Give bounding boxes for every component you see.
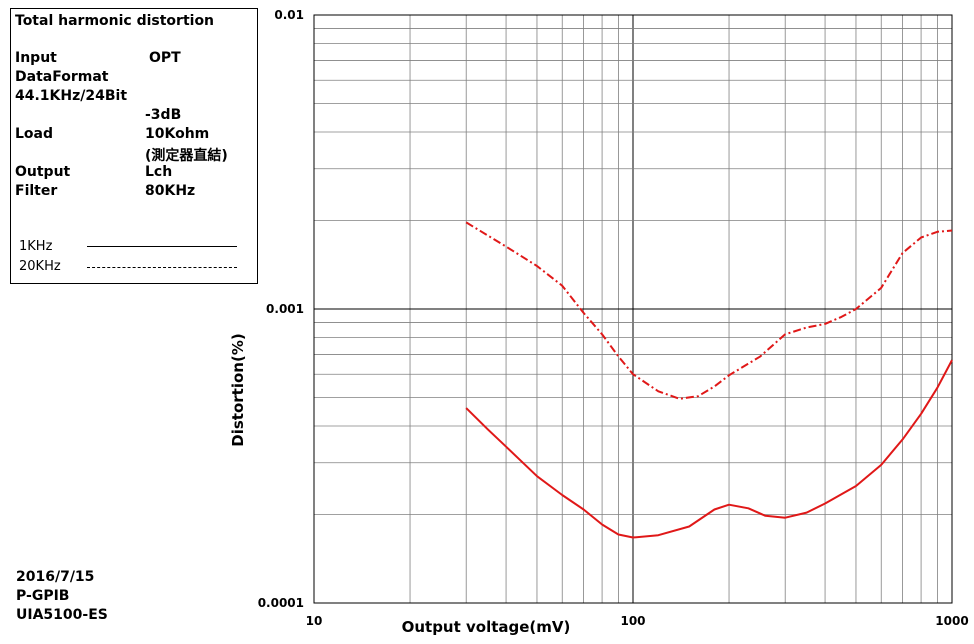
x-tick-label: 100 bbox=[620, 614, 645, 628]
x-tick-label: 10 bbox=[306, 614, 323, 628]
chart-series bbox=[465, 221, 953, 539]
y-tick-label: 0.001 bbox=[266, 302, 304, 316]
meta-instrument: UIA5100-ES bbox=[16, 607, 108, 623]
info-value-filter: 80KHz bbox=[145, 183, 196, 199]
y-axis-label: Distortion(%) bbox=[229, 333, 247, 446]
legend-label-1khz: 1KHz bbox=[19, 239, 53, 254]
info-panel: Total harmonic distortion Input OPT Data… bbox=[10, 8, 258, 284]
info-value-level: -3dB bbox=[145, 107, 182, 123]
info-label-output: Output bbox=[15, 164, 71, 180]
legend-line-20khz bbox=[87, 267, 237, 268]
plot-frame bbox=[313, 14, 953, 604]
info-value-load: 10Kohm bbox=[145, 126, 210, 142]
series-line-1khz bbox=[465, 359, 953, 539]
legend-line-1khz bbox=[87, 246, 237, 247]
info-label-samplerate: 44.1KHz/24Bit bbox=[15, 88, 128, 104]
y-tick-label: 0.0001 bbox=[258, 596, 304, 610]
series-line-20khz bbox=[465, 221, 953, 400]
info-value-output: Lch bbox=[145, 164, 173, 180]
tick-labels: 10 100 1000 0.0001 0.001 0.01 bbox=[258, 8, 969, 628]
info-label-input: Input bbox=[15, 50, 57, 66]
legend-label-20khz: 20KHz bbox=[19, 259, 61, 274]
meta-interface: P-GPIB bbox=[16, 588, 70, 604]
info-label-load: Load bbox=[15, 126, 54, 142]
y-tick-label: 0.01 bbox=[274, 8, 304, 22]
info-title: Total harmonic distortion bbox=[15, 13, 215, 29]
info-value-input: OPT bbox=[149, 50, 181, 66]
meta-date: 2016/7/15 bbox=[16, 569, 95, 585]
x-tick-label: 1000 bbox=[935, 614, 968, 628]
info-label-dataformat: DataFormat bbox=[15, 69, 109, 85]
x-axis-label: Output voltage(mV) bbox=[402, 618, 571, 636]
info-value-load-note: (測定器直結) bbox=[145, 148, 228, 164]
info-label-filter: Filter bbox=[15, 183, 58, 199]
plot-border bbox=[313, 14, 953, 604]
